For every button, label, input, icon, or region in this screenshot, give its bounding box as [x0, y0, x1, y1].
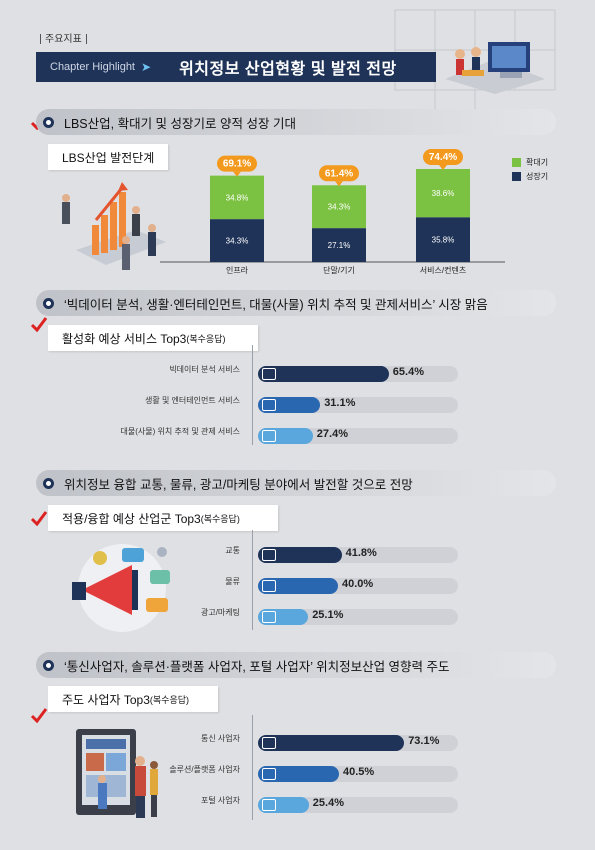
- bar: [258, 609, 309, 625]
- bar-row: 통신 사업자 73.1%: [100, 731, 500, 755]
- kiosk-people-illustration: [76, 729, 158, 818]
- data-label-expand: 38.6%: [432, 189, 455, 198]
- panel-title: 활성화 예상 서비스 Top3 (복수응답): [48, 325, 258, 351]
- bar: [258, 428, 313, 444]
- category-label: 단말/기기: [323, 265, 355, 275]
- legend-item-growth: 성장기: [512, 171, 548, 182]
- category-icon: [262, 368, 276, 380]
- bar-track: [258, 609, 458, 625]
- bar: [258, 766, 339, 782]
- panel-title: LBS산업 발전단계: [48, 144, 168, 170]
- bar-row: 빅데이터 분석 서비스 65.4%: [100, 362, 500, 386]
- legend-item-expand: 확대기: [512, 157, 548, 168]
- leader-bars: 통신 사업자 73.1% 솔루션/플랫폼 사업자 40.5% 포털 사업자 25.4%: [100, 731, 500, 821]
- category-label: 포털 사업자: [200, 796, 240, 805]
- section-heading: ‘빅데이터 분석, 생활·엔터테인먼트, 대물(사물) 위치 추적 및 관제서비…: [36, 290, 556, 316]
- bar-growth: [312, 228, 366, 262]
- industry-bars: 교통 41.8% 물류 40.0% 광고/마케팅 25.1%: [100, 543, 500, 633]
- office-illustration: [445, 42, 545, 94]
- category-label: 생활 및 엔터테인먼트 서비스: [145, 396, 240, 405]
- chapter-label: Chapter Highlight: [50, 61, 135, 73]
- check-icon: [30, 708, 48, 723]
- data-label: 40.0%: [342, 578, 374, 590]
- bar: [258, 366, 389, 382]
- category-label: 서비스/컨텐츠: [420, 265, 466, 275]
- total-bubble: [319, 165, 359, 182]
- category-icon: [262, 611, 276, 623]
- page-title: 위치정보 산업현황 및 발전 전망: [179, 61, 397, 78]
- bar: [258, 547, 342, 563]
- data-label: 40.5%: [343, 766, 375, 778]
- category-label: 인프라: [226, 265, 249, 275]
- total-bubble-pointer: [439, 165, 447, 170]
- panel-title: 주도 사업자 Top3 (복수응답): [48, 686, 218, 712]
- category-label: 물류: [225, 577, 240, 586]
- category-label: 통신 사업자: [200, 734, 240, 743]
- data-label: 65.4%: [392, 366, 424, 378]
- category-icon: [262, 549, 276, 561]
- total-label: 74.4%: [429, 152, 457, 163]
- data-label: 25.1%: [312, 609, 344, 621]
- lbs-stage-chart: 34.3% 34.8% 69.1% 인프라 27.1% 34.3% 61.4% 단말/기기 35…: [160, 149, 505, 275]
- bar-row: 솔루션/플랫폼 사업자 40.5%: [100, 762, 500, 786]
- chevron-right-icon: ➤: [141, 60, 152, 74]
- data-label: 73.1%: [408, 735, 440, 747]
- bar-row: 물류 40.0%: [100, 574, 500, 598]
- category-label: 빅데이터 분석 서비스: [169, 365, 240, 374]
- section-heading: ‘통신사업자, 솔루션·플랫폼 사업자, 포털 사업자’ 위치정보산업 영향력 …: [36, 652, 556, 678]
- bar-row: 생활 및 엔터테인먼트 서비스 31.1%: [100, 393, 500, 417]
- bar-growth: [210, 219, 264, 262]
- bar: [258, 797, 309, 813]
- category-label: 대물(사물) 위치 추적 및 관제 서비스: [120, 427, 240, 436]
- total-bubble: [217, 155, 257, 172]
- category-icon: [262, 799, 276, 811]
- category-icon: [262, 768, 276, 780]
- category-icon: [262, 430, 276, 442]
- total-label: 69.1%: [223, 159, 251, 170]
- bar-expand: [210, 175, 264, 220]
- data-label-expand: 34.8%: [226, 193, 249, 202]
- category-label: 광고/마케팅: [200, 608, 240, 617]
- category-icon: [262, 399, 276, 411]
- bar-expand: [416, 169, 470, 218]
- section-heading: LBS산업, 확대기 및 성장기로 양적 성장 기대: [36, 109, 556, 135]
- section-tag: 주요지표: [36, 30, 91, 45]
- bar-row: 대물(사물) 위치 추적 및 관제 서비스 27.4%: [100, 424, 500, 448]
- check-icon: [30, 317, 48, 332]
- check-icon: [30, 511, 48, 526]
- bar-row: 포털 사업자 25.4%: [100, 793, 500, 817]
- bar-row: 교통 41.8%: [100, 543, 500, 567]
- total-bubble-pointer: [335, 181, 343, 187]
- section-heading: 위치정보 융합 교통, 물류, 광고/마케팅 분야에서 발전할 것으로 전망: [36, 470, 556, 496]
- data-label-expand: 34.3%: [328, 203, 351, 212]
- data-label-growth: 34.3%: [226, 237, 249, 246]
- data-label: 31.1%: [324, 397, 356, 409]
- marketing-megaphone-illustration: [72, 544, 170, 632]
- bar: [258, 397, 321, 413]
- category-icon: [262, 580, 276, 592]
- data-label: 41.8%: [345, 547, 377, 559]
- total-label: 61.4%: [325, 168, 353, 179]
- bar-expand: [312, 185, 366, 229]
- service-bars: 빅데이터 분석 서비스 65.4% 생활 및 엔터테인먼트 서비스 31.1% 대물(사…: [100, 362, 500, 452]
- bar: [258, 578, 338, 594]
- bar: [258, 735, 405, 751]
- data-label: 27.4%: [316, 428, 348, 440]
- category-label: 솔루션/플랫폼 사업자: [169, 765, 240, 774]
- total-bubble: [423, 149, 463, 165]
- bar-growth: [416, 217, 470, 262]
- data-label-growth: 27.1%: [328, 241, 351, 250]
- panel-title: 적용/융합 예상 산업군 Top3 (복수응답): [48, 505, 278, 531]
- data-label: 25.4%: [312, 797, 344, 809]
- growth-illustration: [62, 182, 166, 270]
- total-bubble-pointer: [233, 171, 241, 177]
- bar-row: 광고/마케팅 25.1%: [100, 605, 500, 629]
- chapter-highlight-banner: Chapter Highlight ➤ 위치정보 산업현황 및 발전 전망: [36, 52, 436, 82]
- category-label: 교통: [225, 546, 240, 555]
- category-icon: [262, 737, 276, 749]
- data-label-growth: 35.8%: [432, 236, 455, 245]
